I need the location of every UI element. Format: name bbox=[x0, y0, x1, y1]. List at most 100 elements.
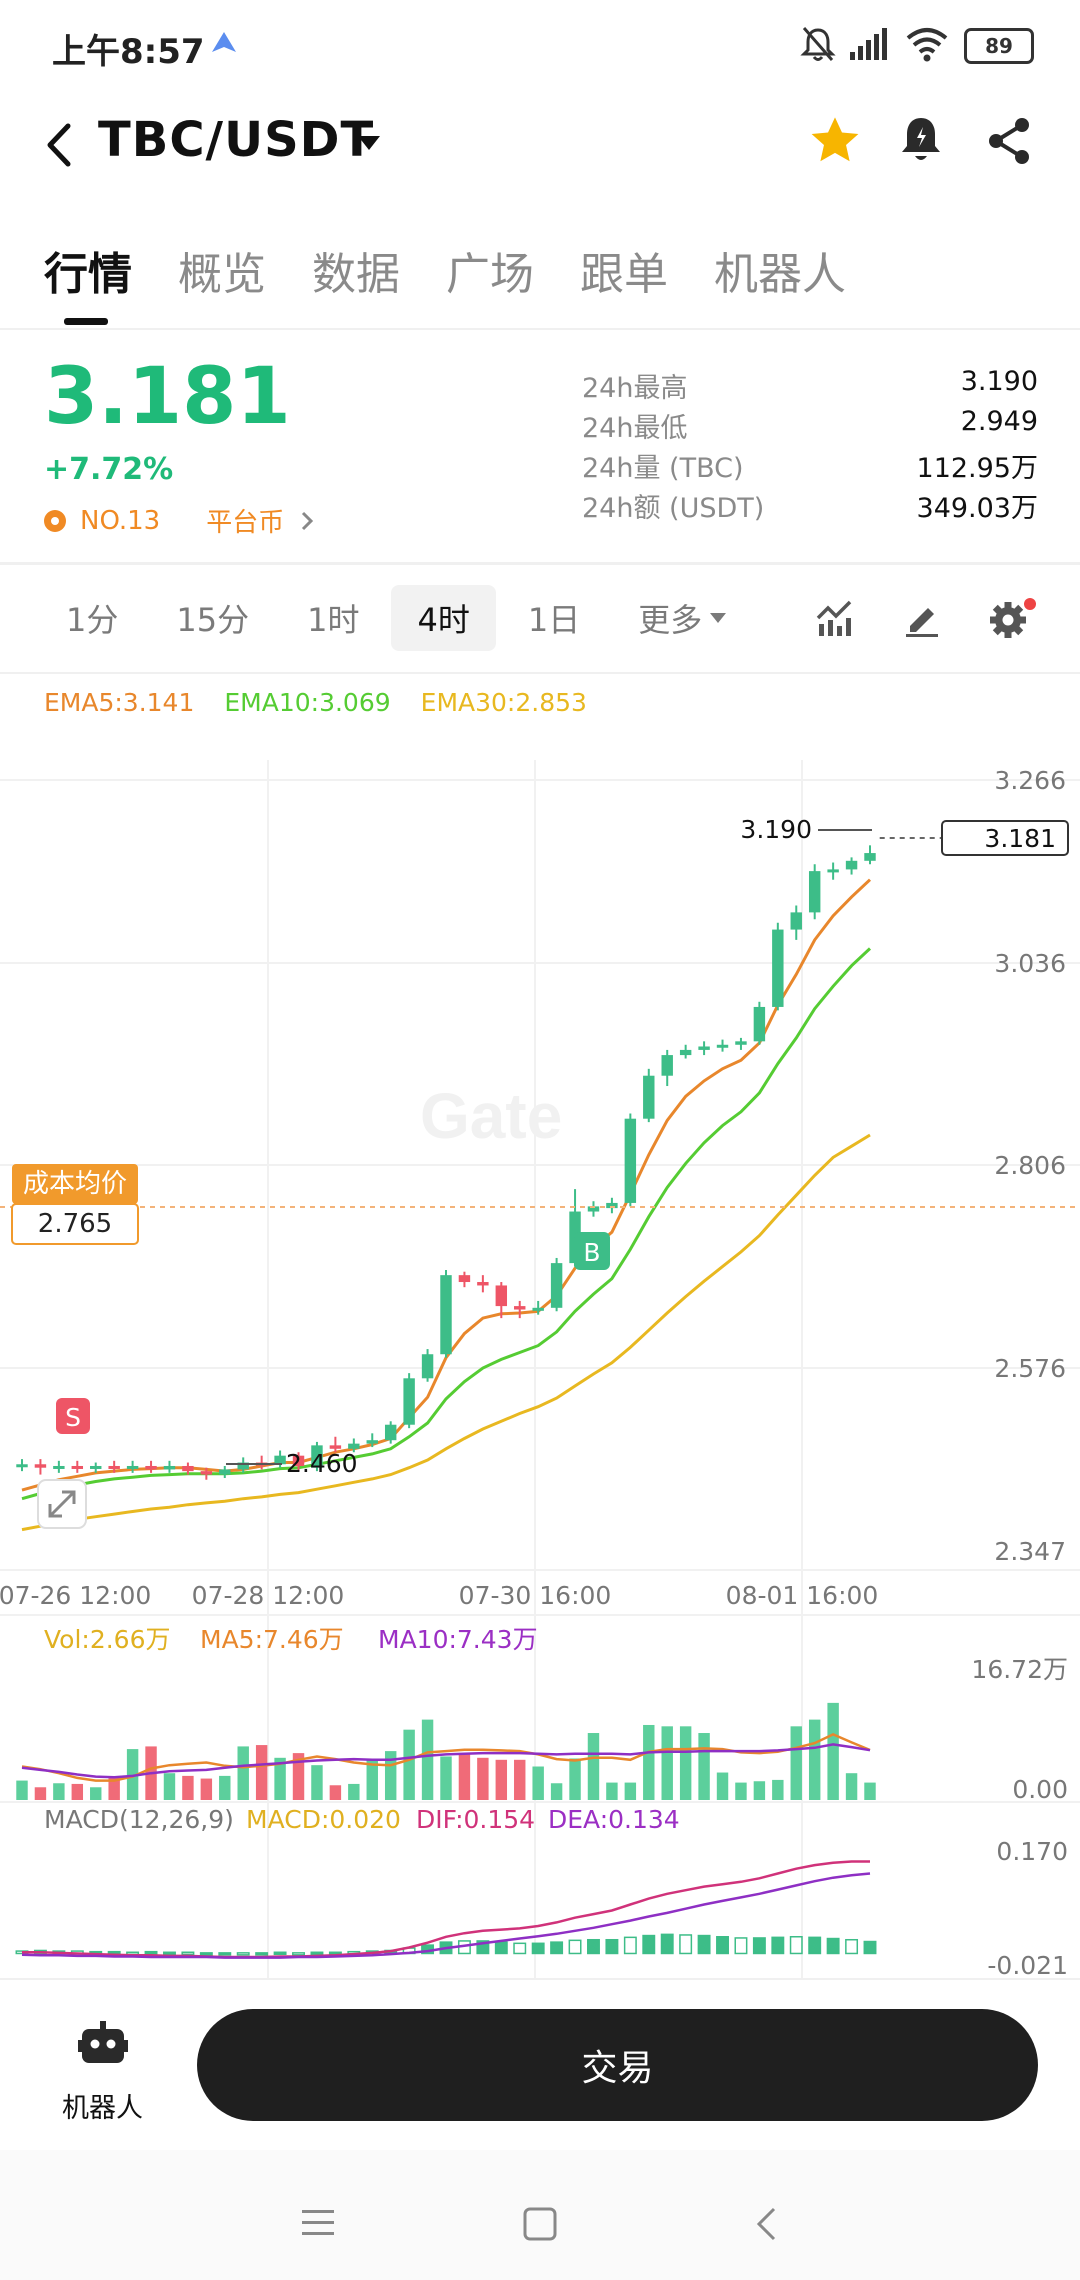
back-arrow-icon[interactable] bbox=[44, 122, 74, 168]
tab-copy-trading[interactable]: 跟单 bbox=[580, 249, 668, 300]
dea-value: DEA:0.134 bbox=[548, 1805, 680, 1834]
time-tick: 07-28 12:00 bbox=[192, 1581, 345, 1610]
candle-body bbox=[661, 1055, 673, 1076]
volume-bar bbox=[495, 1759, 508, 1800]
tab-data[interactable]: 数据 bbox=[312, 249, 400, 300]
stat-label: 24h最低 bbox=[582, 413, 688, 444]
sell-marker-label: S bbox=[65, 1403, 81, 1432]
rank-badge: NO.13 平台币 bbox=[44, 502, 314, 539]
candle-body bbox=[311, 1445, 323, 1468]
macd-histogram-bar bbox=[531, 1942, 545, 1955]
robot-label[interactable]: 机器人 bbox=[62, 2093, 143, 2124]
volume-bar bbox=[90, 1787, 102, 1800]
sell-marker[interactable] bbox=[56, 1398, 90, 1434]
volume-bar bbox=[698, 1733, 710, 1800]
dif-line bbox=[22, 1860, 870, 1959]
volume-bar bbox=[53, 1783, 65, 1800]
macd-histogram-bar bbox=[292, 1952, 305, 1956]
macd-value: MACD:0.020 bbox=[246, 1805, 401, 1834]
navigation-icon bbox=[212, 32, 236, 52]
rank-icon bbox=[44, 509, 66, 532]
macd-histogram-bar bbox=[236, 1952, 250, 1956]
price-alert-icon[interactable] bbox=[898, 114, 944, 166]
buy-marker-label: B bbox=[583, 1238, 600, 1267]
time-tick: 07-30 16:00 bbox=[459, 1581, 612, 1610]
stat-value: 112.95万 bbox=[916, 453, 1038, 484]
volume-bar bbox=[532, 1766, 544, 1800]
tab-square[interactable]: 广场 bbox=[446, 249, 534, 300]
volume-bar bbox=[790, 1726, 802, 1800]
volume-bar bbox=[126, 1749, 139, 1800]
tab-overview[interactable]: 概览 bbox=[178, 249, 266, 300]
home-icon[interactable] bbox=[522, 2206, 558, 2242]
volume-bar bbox=[108, 1777, 120, 1800]
candle-body bbox=[329, 1445, 342, 1449]
stat-value: 2.949 bbox=[960, 406, 1038, 437]
macd-histogram-bar bbox=[199, 1952, 213, 1956]
candle-body bbox=[182, 1465, 194, 1472]
dif-value: DIF:0.154 bbox=[416, 1805, 535, 1834]
draw-pencil-icon[interactable] bbox=[902, 598, 942, 638]
volume-bar bbox=[348, 1783, 360, 1800]
pair-title[interactable]: TBC/USDT bbox=[98, 112, 375, 168]
tabs-divider bbox=[0, 328, 1080, 330]
interval-more[interactable]: 更多 bbox=[638, 601, 703, 639]
pair-dropdown-icon[interactable] bbox=[356, 134, 382, 152]
ema30-line bbox=[21, 1133, 871, 1532]
candle-body bbox=[348, 1443, 360, 1449]
volume-bar bbox=[311, 1765, 323, 1800]
share-icon[interactable] bbox=[986, 116, 1034, 166]
candle-body bbox=[53, 1465, 65, 1469]
interval-1m[interactable]: 1分 bbox=[66, 601, 119, 639]
buy-marker[interactable] bbox=[574, 1232, 610, 1270]
ema5-label: EMA5:3.141 bbox=[44, 688, 195, 717]
interval-1d[interactable]: 1日 bbox=[527, 601, 581, 639]
candle-body bbox=[108, 1465, 120, 1469]
macd-histogram-bar bbox=[863, 1940, 877, 1955]
ema10-line bbox=[21, 947, 872, 1501]
candle-body bbox=[606, 1202, 618, 1209]
tab-market[interactable]: 行情 bbox=[44, 238, 132, 325]
macd-histogram-bar bbox=[605, 1938, 619, 1955]
macd-histogram-bar bbox=[826, 1937, 840, 1955]
volume-bar bbox=[292, 1753, 305, 1800]
price-axis: 3.266 3.036 2.806 2.576 2.347 bbox=[994, 766, 1066, 1566]
macd-histogram-bar bbox=[789, 1936, 803, 1955]
interval-4h[interactable]: 4时 bbox=[391, 585, 496, 651]
chevron-right-icon[interactable] bbox=[300, 510, 314, 532]
time-tick: 08-01 16:00 bbox=[726, 1581, 879, 1610]
trade-button[interactable]: 交易 bbox=[197, 2009, 1038, 2121]
robot-icon[interactable] bbox=[78, 2020, 128, 2066]
favorite-star-icon[interactable] bbox=[808, 114, 862, 168]
volume-bar bbox=[255, 1745, 268, 1800]
expand-icon bbox=[48, 1490, 76, 1518]
volume-bar bbox=[403, 1729, 415, 1800]
tab-bots[interactable]: 机器人 bbox=[714, 249, 846, 300]
category-link[interactable]: 平台币 bbox=[206, 508, 285, 538]
macd-histogram-bar bbox=[273, 1951, 287, 1956]
macd-histogram-bar bbox=[144, 1950, 158, 1955]
kline-chart[interactable]: Gate 成本均价 2.765 3.181 3.190 2.460 S B 3.… bbox=[0, 720, 1080, 1980]
more-dropdown-icon[interactable] bbox=[708, 611, 728, 625]
macd-histogram-bar bbox=[623, 1936, 637, 1955]
menu-icon[interactable] bbox=[300, 2208, 336, 2238]
chart-settings-gear-icon[interactable] bbox=[988, 596, 1038, 640]
candle-body bbox=[384, 1424, 397, 1441]
volume-bar bbox=[329, 1785, 342, 1800]
volume-bar bbox=[661, 1726, 673, 1800]
candle-body bbox=[145, 1465, 157, 1470]
stat-row: 24h额 (USDT) 349.03万 bbox=[582, 486, 1038, 526]
volume-ma10-line bbox=[21, 1743, 871, 1779]
volume-bar bbox=[71, 1783, 84, 1800]
candle-body bbox=[532, 1307, 544, 1311]
macd-histogram-bar bbox=[494, 1941, 508, 1955]
candle-body bbox=[237, 1462, 249, 1470]
interval-15m[interactable]: 15分 bbox=[176, 601, 250, 639]
indicator-icon[interactable] bbox=[814, 598, 854, 638]
back-icon[interactable] bbox=[754, 2206, 778, 2242]
interval-1h[interactable]: 1时 bbox=[307, 601, 360, 639]
last-price: 3.181 bbox=[44, 352, 291, 442]
candle-body bbox=[403, 1378, 415, 1425]
macd-histogram-bar bbox=[679, 1934, 693, 1955]
rank-text: NO.13 bbox=[80, 505, 161, 536]
